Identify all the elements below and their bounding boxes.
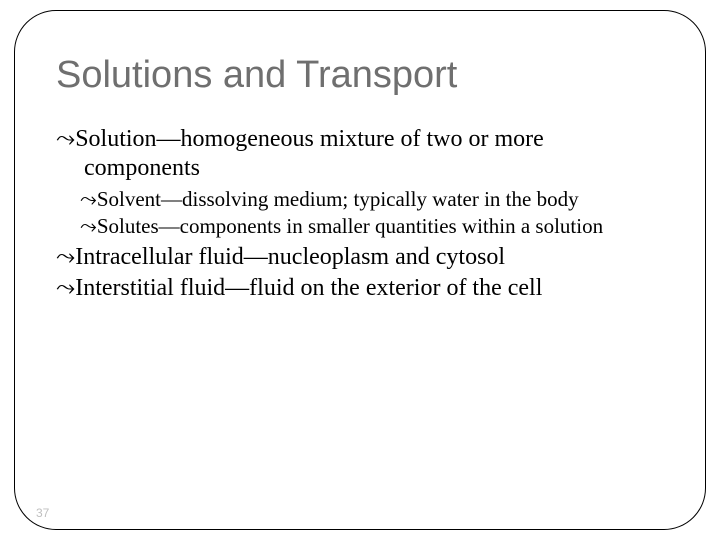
bullet-text: Intracellular fluid—nucleoplasm and cyto… bbox=[75, 244, 505, 270]
bullet-icon: ⤳ bbox=[56, 125, 75, 152]
bullet-text: Solutes—components in smaller quantities… bbox=[97, 214, 603, 238]
bullet-icon: ⤳ bbox=[80, 188, 97, 211]
bullet-lvl1: ⤳Interstitial fluid—fluid on the exterio… bbox=[56, 274, 664, 303]
slide-content: Solutions and Transport ⤳Solution—homoge… bbox=[56, 54, 664, 305]
slide: Solutions and Transport ⤳Solution—homoge… bbox=[0, 0, 720, 540]
bullet-icon: ⤳ bbox=[80, 215, 97, 238]
bullet-lvl1: ⤳Intracellular fluid—nucleoplasm and cyt… bbox=[56, 243, 664, 272]
slide-title: Solutions and Transport bbox=[56, 54, 664, 97]
bullet-lvl2: ⤳Solutes—components in smaller quantitie… bbox=[80, 214, 664, 239]
bullet-lvl2: ⤳Solvent—dissolving medium; typically wa… bbox=[80, 187, 664, 212]
bullet-text: Solution—homogeneous mixture of two or m… bbox=[75, 126, 544, 181]
bullet-icon: ⤳ bbox=[56, 243, 75, 270]
page-number: 37 bbox=[36, 506, 49, 520]
sub-bullets: ⤳Solvent—dissolving medium; typically wa… bbox=[56, 187, 664, 239]
bullet-lvl1: ⤳Solution—homogeneous mixture of two or … bbox=[56, 125, 664, 183]
bullet-text: Interstitial fluid—fluid on the exterior… bbox=[75, 275, 542, 301]
bullet-text: Solvent—dissolving medium; typically wat… bbox=[97, 187, 579, 211]
bullet-icon: ⤳ bbox=[56, 274, 75, 301]
